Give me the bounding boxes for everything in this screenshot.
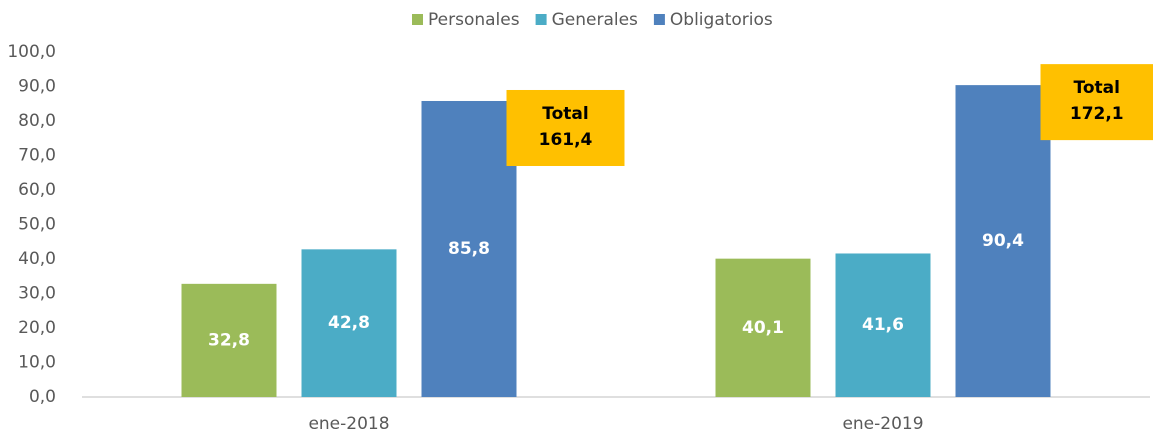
- value-label: 42,8: [328, 313, 370, 333]
- x-tick-label: ene-2019: [842, 414, 923, 434]
- bar: [421, 100, 517, 398]
- y-tick-label: 20,0: [18, 318, 56, 338]
- legend-swatch: [412, 14, 423, 25]
- bar: [835, 253, 931, 397]
- annotation-title: Total: [542, 104, 588, 124]
- bar: [955, 85, 1051, 398]
- annotation-box: [1040, 64, 1153, 141]
- y-tick-label: 60,0: [18, 180, 56, 200]
- y-tick-label: 0,0: [29, 387, 56, 407]
- legend-label: Generales: [552, 10, 638, 30]
- y-tick-label: 40,0: [18, 249, 56, 269]
- value-label: 40,1: [742, 318, 784, 338]
- y-tick-label: 30,0: [18, 284, 56, 304]
- annotation-text: 161,4: [539, 130, 593, 150]
- value-label: 41,6: [862, 315, 904, 335]
- annotation-box: [506, 89, 625, 166]
- bar: [301, 249, 397, 397]
- legend-swatch: [535, 14, 547, 25]
- annotation-title: Total: [1074, 78, 1120, 98]
- bar: [181, 283, 277, 397]
- y-tick-label: 90,0: [18, 77, 56, 97]
- annotation-text: 172,1: [1070, 104, 1124, 124]
- x-tick-label: ene-2018: [308, 414, 389, 434]
- value-label: 90,4: [982, 231, 1024, 251]
- y-tick-label: 70,0: [18, 146, 56, 166]
- bar: [715, 258, 811, 397]
- legend-label: Personales: [428, 10, 520, 30]
- y-tick-label: 10,0: [18, 353, 56, 373]
- legend-swatch: [653, 14, 665, 25]
- y-tick-label: 80,0: [18, 111, 56, 131]
- value-label: 32,8: [208, 330, 250, 350]
- y-tick-label: 50,0: [18, 215, 56, 235]
- y-tick-label: 100,0: [7, 42, 56, 62]
- legend-label: Obligatorios: [670, 10, 773, 30]
- value-label: 85,8: [448, 239, 490, 259]
